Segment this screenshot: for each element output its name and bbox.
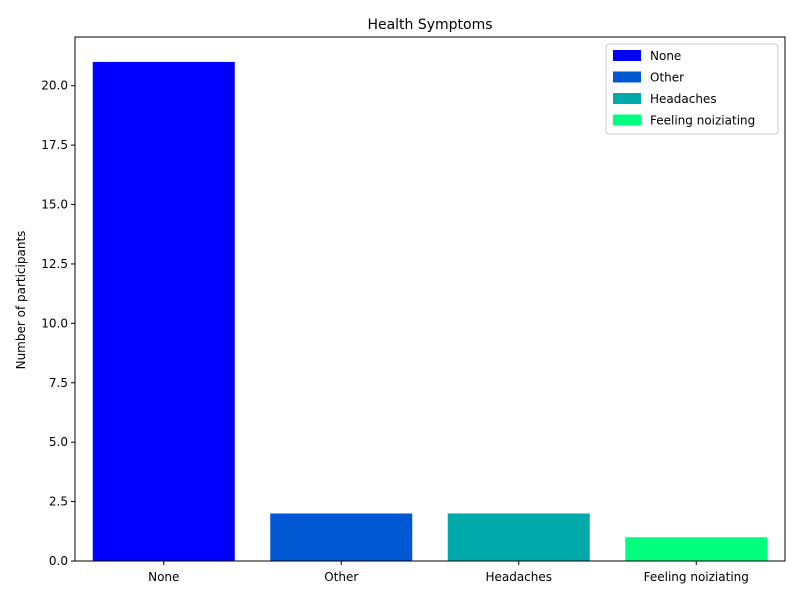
x-tick-label: Other: [324, 570, 358, 584]
y-tick-label: 12.5: [41, 257, 68, 271]
legend-frame: [605, 43, 779, 135]
legend-label: None: [650, 49, 681, 63]
legend-swatch: [613, 50, 641, 61]
legend-items: None Other Headaches Feeling noiziating: [613, 49, 755, 128]
y-tick-label: 7.5: [49, 376, 68, 390]
x-tick-label: Feeling noiziating: [644, 570, 749, 584]
x-ticks-layer: None Other Headaches Feeling noiziating: [148, 561, 749, 584]
y-tick-label: 15.0: [41, 198, 68, 212]
y-tick-label: 2.5: [49, 495, 68, 509]
y-tick-label: 20.0: [41, 79, 68, 93]
bar: [447, 513, 590, 561]
legend: None Other Headaches Feeling noiziating: [605, 43, 779, 135]
legend-swatch: [613, 71, 641, 83]
legend-label: Other: [650, 71, 684, 85]
y-tick-label: 17.5: [41, 138, 68, 152]
bar: [625, 537, 768, 561]
chart-title: Health Symptoms: [367, 17, 492, 33]
y-tick-label: 5.0: [49, 435, 68, 449]
legend-swatch: [613, 93, 641, 104]
legend-label: Headaches: [650, 92, 717, 106]
legend-swatch: [613, 114, 641, 126]
bars-layer: [92, 61, 768, 561]
y-ticks-layer: 0.0 2.5 5.0 7.5 10.0 12.5 15.0 17.5 20.0: [41, 79, 75, 568]
y-axis-label: Number of participants: [14, 231, 28, 370]
x-tick-label: None: [148, 570, 179, 584]
legend-label: Feeling noiziating: [650, 114, 755, 128]
y-tick-label: 0.0: [49, 554, 68, 568]
x-tick-label: Headaches: [485, 570, 552, 584]
plot-frame: [74, 36, 786, 562]
bar: [270, 513, 413, 561]
y-tick-label: 10.0: [41, 316, 68, 330]
bar: [92, 61, 235, 561]
